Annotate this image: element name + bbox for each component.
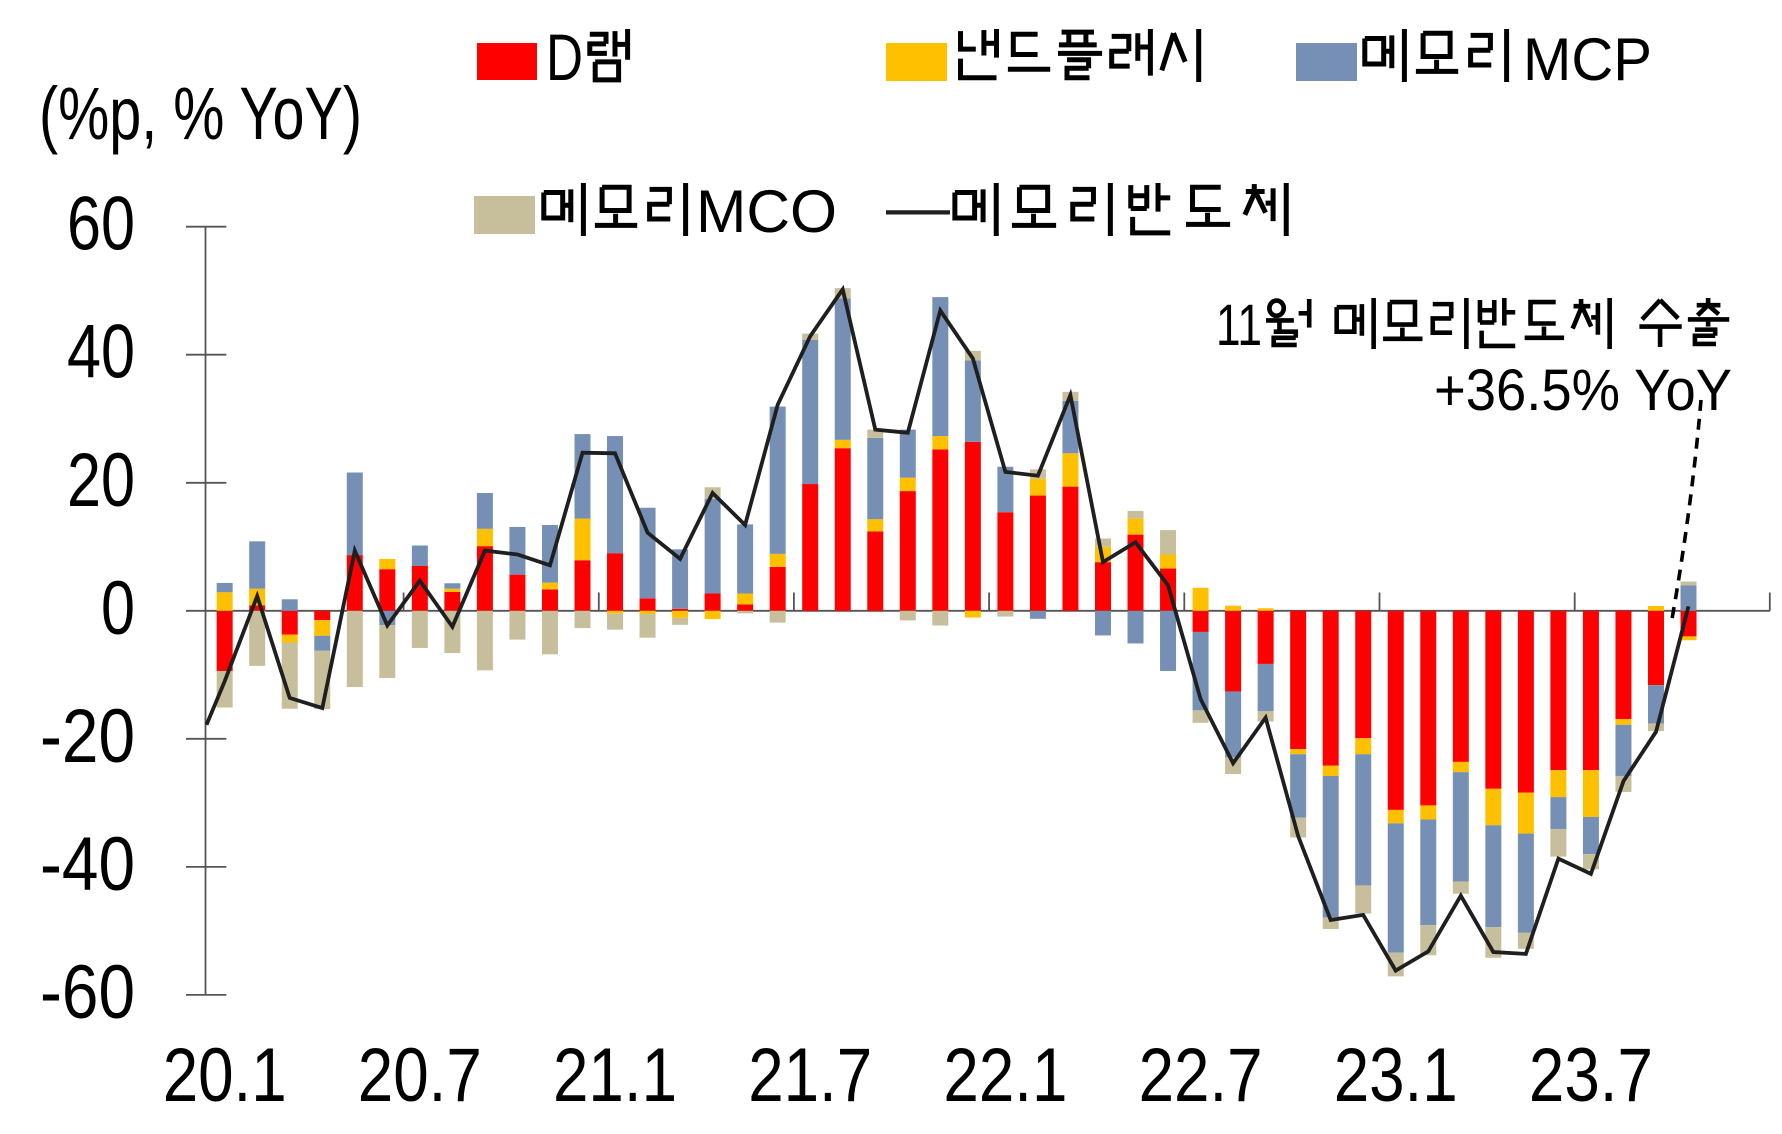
svg-text:-20: -20 [40,694,135,779]
svg-text:40: 40 [67,310,135,395]
svg-text:23.7: 23.7 [1529,1033,1653,1118]
svg-text:(%p, % YoY): (%p, % YoY) [39,72,362,155]
svg-text:21.1: 21.1 [553,1033,677,1118]
svg-text:-60: -60 [40,950,135,1035]
svg-text:MCP: MCP [1523,26,1652,93]
svg-text:20.1: 20.1 [163,1033,287,1118]
svg-text:+36.5% YoY: +36.5% YoY [1434,358,1732,423]
svg-text:11: 11 [1216,293,1262,358]
svg-text:21.7: 21.7 [748,1033,872,1118]
svg-text:22.1: 22.1 [943,1033,1067,1118]
svg-text:MCO: MCO [696,178,837,245]
svg-text:0: 0 [101,566,135,651]
svg-text:-40: -40 [40,822,135,907]
svg-text:23.1: 23.1 [1334,1033,1458,1118]
svg-text:60: 60 [67,182,135,267]
svg-text:22.7: 22.7 [1139,1033,1263,1118]
svg-text:20.7: 20.7 [358,1033,482,1118]
svg-text:D: D [546,20,583,94]
svg-text:20: 20 [67,438,135,523]
